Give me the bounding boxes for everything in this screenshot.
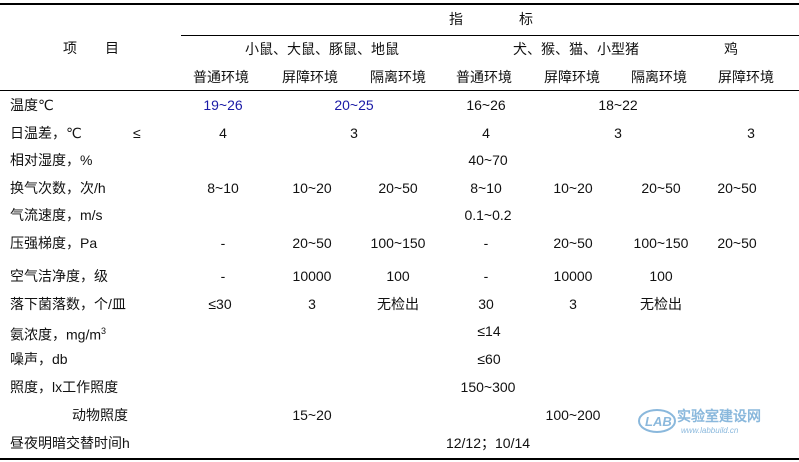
group-header-chicken: 鸡: [724, 41, 738, 57]
table-cell: 15~20: [292, 407, 332, 423]
row-label: 空气洁净度，级: [10, 268, 108, 284]
row-label: 相对湿度，%: [10, 152, 93, 168]
table-cell: 20~50: [292, 235, 332, 251]
watermark-logo-text: LAB: [645, 414, 672, 429]
row-label: 气流速度，m/s: [10, 207, 103, 223]
table-cell: ≤14: [477, 323, 501, 339]
table-cell: 100~200: [545, 407, 601, 423]
table-cell: ≤60: [477, 351, 501, 367]
table-cell: 19~26: [203, 97, 243, 113]
table-cell: 100~150: [370, 235, 426, 251]
table-cell: 10000: [292, 268, 332, 284]
table-cell: 20~50: [717, 235, 757, 251]
table-cell: 3: [747, 125, 755, 141]
table-cell: 100: [649, 268, 673, 284]
table-cell: 12/12；10/14: [445, 435, 531, 451]
env-header: 屏障环境: [282, 69, 338, 85]
table-cell: 100: [386, 268, 410, 284]
table-cell: 无检出: [640, 296, 682, 312]
row-label: 换气次数，次/h: [10, 180, 106, 196]
table-cell: 无检出: [377, 296, 419, 312]
table-cell: 3: [614, 125, 622, 141]
table-cell: 4: [482, 125, 490, 141]
superscript: 3: [101, 326, 107, 336]
row-label: 压强梯度，Pa: [10, 235, 98, 251]
table-cell: 8~10: [470, 180, 502, 196]
top-rule: [0, 3, 799, 5]
row-label: 温度℃: [10, 97, 54, 113]
row-label-suffix: ≤: [133, 125, 141, 141]
indicator-rule: [181, 35, 799, 36]
indicator-header: 指 标: [449, 11, 533, 27]
env-header: 普通环境: [193, 69, 249, 85]
table-cell: ≤30: [208, 296, 232, 312]
row-label: 动物照度: [72, 407, 128, 423]
env-header: 隔离环境: [370, 69, 426, 85]
table-cell: -: [483, 268, 489, 284]
header-bottom-rule: [0, 90, 799, 91]
row-label: 照度，lx工作照度: [10, 379, 119, 395]
env-header: 普通环境: [456, 69, 512, 85]
table-cell: 0.1~0.2: [464, 207, 512, 223]
group-header-large-animals: 犬、猴、猫、小型猪: [513, 41, 639, 57]
table-cell: 40~70: [468, 152, 508, 168]
env-header: 隔离环境: [631, 69, 687, 85]
table-cell: 150~300: [460, 379, 516, 395]
row-label-text: 氨浓度，mg/m: [10, 326, 101, 343]
table-cell: 10000: [553, 268, 593, 284]
row-label: 氨浓度，mg/m3: [10, 323, 106, 343]
table-cell: 16~26: [466, 97, 506, 113]
table-cell: 100~150: [633, 235, 689, 251]
bottom-rule: [0, 458, 799, 460]
table-cell: 4: [219, 125, 227, 141]
env-header: 屏障环境: [718, 69, 774, 85]
row-label: 落下菌落数，个/皿: [10, 296, 126, 312]
table-cell: 3: [569, 296, 577, 312]
table-cell: 3: [350, 125, 358, 141]
table-cell: 20~50: [378, 180, 418, 196]
env-header: 屏障环境: [544, 69, 600, 85]
table-cell: 3: [308, 296, 316, 312]
table-cell: 10~20: [292, 180, 332, 196]
item-header: 项 目: [63, 40, 119, 56]
row-label: 噪声，db: [10, 351, 68, 367]
table-cell: 20~25: [334, 97, 374, 113]
table-cell: 10~20: [553, 180, 593, 196]
table-cell: 20~50: [717, 180, 757, 196]
table-cell: -: [220, 235, 226, 251]
table-cell: 20~50: [641, 180, 681, 196]
table-cell: -: [220, 268, 226, 284]
row-label: 日温差，℃: [10, 125, 82, 141]
table-cell: 18~22: [598, 97, 638, 113]
watermark-site-text: 实验室建设网: [677, 408, 761, 425]
watermark-url-text: www.labbuild.cn: [681, 426, 739, 435]
watermark-logo: LAB 实验室建设网 www.labbuild.cn: [638, 408, 761, 435]
table-cell: 30: [478, 296, 494, 312]
row-label: 昼夜明暗交替时间h: [10, 435, 130, 451]
table-cell: -: [483, 235, 489, 251]
table-cell: 20~50: [553, 235, 593, 251]
table-cell: 8~10: [207, 180, 239, 196]
group-header-rodents: 小鼠、大鼠、豚鼠、地鼠: [245, 41, 399, 57]
